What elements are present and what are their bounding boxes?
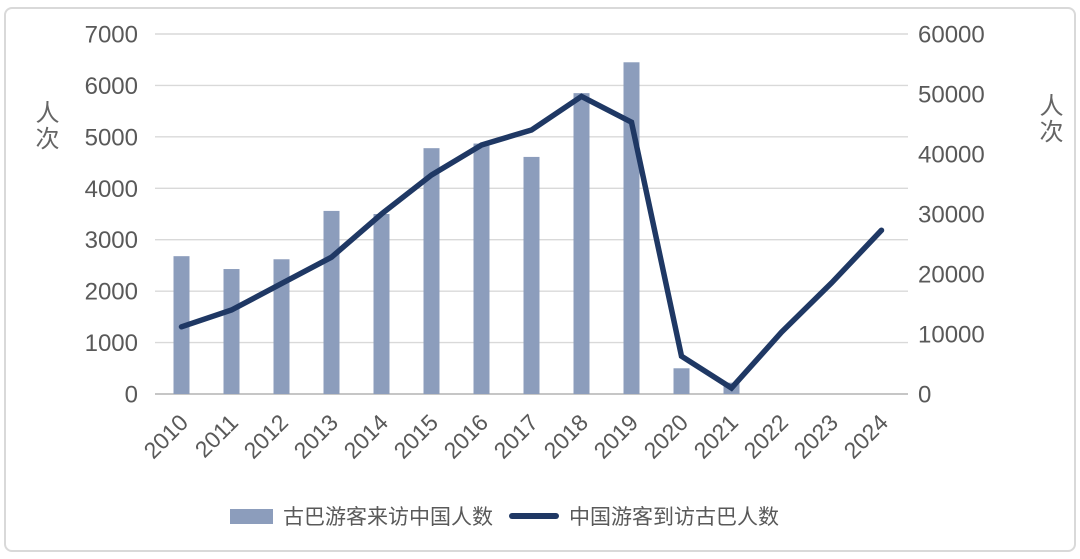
bar-2020 — [673, 368, 690, 394]
right-axis-title: 人次 — [1035, 93, 1062, 145]
legend-item-bar-series: 古巴游客来访中国人数 — [230, 501, 493, 531]
right-axis-tick-label: 60000 — [918, 22, 985, 49]
right-axis-tick-label: 40000 — [918, 142, 985, 169]
x-axis-tick-label: 2012 — [238, 409, 293, 464]
legend: 古巴游客来访中国人数 中国游客到访古巴人数 — [230, 501, 779, 531]
x-axis-tick-label: 2010 — [138, 409, 193, 464]
bar-2014 — [373, 214, 390, 394]
x-axis-tick-label: 2016 — [438, 409, 493, 464]
bar-2018 — [573, 93, 590, 395]
bar-2019 — [623, 62, 640, 395]
x-axis-tick-label: 2017 — [488, 409, 543, 464]
right-axis-tick-label: 0 — [918, 382, 931, 409]
right-axis-tick-label: 50000 — [918, 82, 985, 109]
bar-2015 — [423, 148, 440, 394]
left-axis-tick-label: 5000 — [85, 124, 138, 151]
left-axis-tick-label: 0 — [125, 382, 138, 409]
right-axis-tick-label: 10000 — [918, 322, 985, 349]
bar-2012 — [273, 259, 290, 394]
left-axis-tick-label: 4000 — [85, 176, 138, 203]
bar-2017 — [523, 156, 540, 394]
x-axis-tick-label: 2024 — [838, 409, 893, 464]
bar-2011 — [223, 269, 240, 394]
left-axis-title: 人次 — [31, 100, 58, 152]
bar-2016 — [473, 143, 490, 394]
x-axis-tick-label: 2019 — [588, 409, 643, 464]
x-axis-tick-label: 2023 — [788, 409, 843, 464]
left-axis-tick-label: 3000 — [85, 227, 138, 254]
right-axis-tick-label: 30000 — [918, 202, 985, 229]
x-axis-tick-label: 2011 — [190, 409, 243, 462]
left-axis-tick-label: 6000 — [85, 73, 138, 100]
bar-2013 — [323, 210, 340, 394]
left-axis-tick-label: 7000 — [85, 22, 138, 49]
line-series-swatch — [509, 513, 559, 519]
bar-series-label: 古巴游客来访中国人数 — [283, 506, 493, 529]
x-axis-tick-label: 2018 — [538, 409, 593, 464]
x-axis-tick-label: 2020 — [638, 409, 693, 464]
x-axis-tick-label: 2022 — [738, 409, 793, 464]
bar-series-swatch — [230, 508, 273, 524]
line-series — [178, 93, 885, 392]
x-axis-tick-label: 2014 — [338, 409, 393, 464]
right-axis-tick-label: 20000 — [918, 262, 985, 289]
x-axis-tick-label: 2013 — [288, 409, 343, 464]
left-axis-tick-label: 1000 — [85, 330, 138, 357]
x-axis-tick-label: 2021 — [688, 409, 743, 464]
line-series-label: 中国游客到访古巴人数 — [569, 506, 779, 529]
left-axis-tick-label: 2000 — [85, 279, 138, 306]
legend-item-line-series: 中国游客到访古巴人数 — [509, 501, 779, 531]
x-axis-tick-label: 2015 — [388, 409, 443, 464]
